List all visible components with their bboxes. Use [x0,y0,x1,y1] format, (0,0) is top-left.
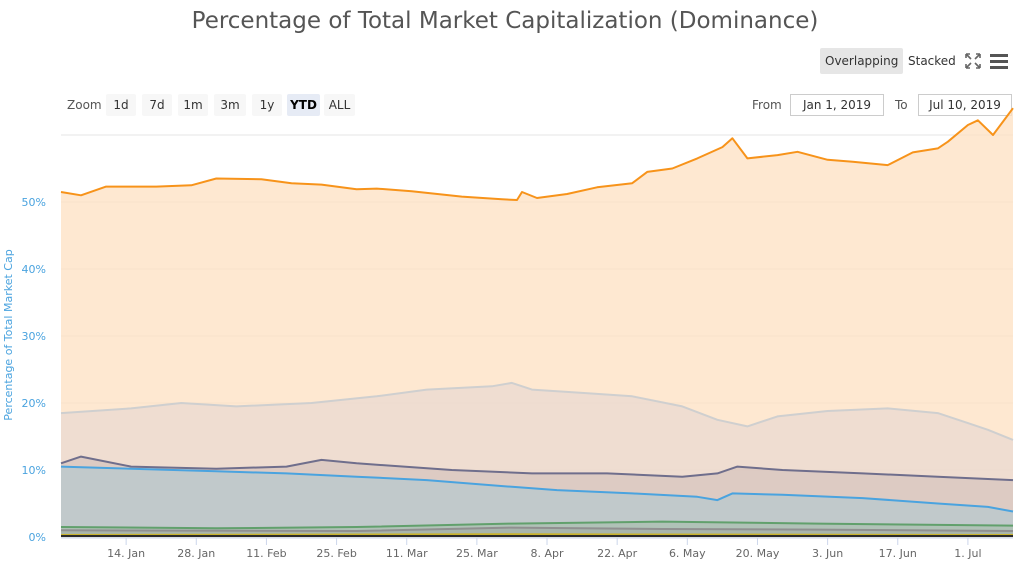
range-to-input[interactable]: Jul 10, 2019 [918,94,1012,116]
y-tick-label: 10% [22,464,46,477]
y-tick-label: 50% [22,196,46,209]
series-line-6 [60,533,1014,536]
series-line-4 [60,520,1014,530]
fullscreen-icon[interactable] [962,50,984,72]
y-tick-label: 20% [22,397,46,410]
x-tick-label: 11. Feb [246,547,286,560]
series-line-3 [60,465,1014,513]
x-tick-label: 20. May [736,547,780,560]
stacked-button[interactable]: Stacked [908,54,956,68]
chart-title: Percentage of Total Market Capitalizatio… [191,8,819,34]
x-tick-label: 6. May [669,547,706,560]
zoom-label: Zoom [67,98,102,112]
series-group [60,107,1014,537]
x-tick-label: 25. Feb [316,547,356,560]
x-tick-label: 1. Jul [954,547,981,560]
x-tick-label: 3. Jun [812,547,843,560]
zoom-1y-button[interactable]: 1y [252,94,282,116]
range-from-input[interactable]: Jan 1, 2019 [790,94,884,116]
menu-icon[interactable] [988,50,1010,72]
series-line-1 [60,381,1014,441]
zoom-3m-button[interactable]: 3m [214,94,246,116]
y-tick-label: 40% [22,263,46,276]
range-from-label: From [752,98,782,112]
axes-group: 0% 10% 20% 30% 40% 50% 14. Jan 28. Jan 11. Feb 25… [22,196,1013,560]
series-area-3 [61,466,1013,537]
zoom-1m-button[interactable]: 1m [178,94,208,116]
zoom-all-button[interactable]: ALL [324,94,355,116]
series-line-5 [60,526,1014,532]
zoom-1d-button[interactable]: 1d [106,94,136,116]
range-to-label: To [895,98,908,112]
y-axis-title: Percentage of Total Market Cap [2,249,15,420]
series-line-0 [60,107,1014,201]
x-tick-label: 25. Mar [456,547,498,560]
overlapping-button[interactable]: Overlapping [820,48,904,74]
x-tick-label: 14. Jan [107,547,145,560]
zoom-ytd-button[interactable]: YTD [287,94,320,116]
x-tick-label: 17. Jun [879,547,917,560]
x-tick-label: 8. Apr [531,547,564,560]
x-tick-label: 28. Jan [177,547,215,560]
series-line-2 [60,455,1014,482]
x-tick-label: 22. Apr [597,547,637,560]
y-tick-label: 30% [22,330,46,343]
zoom-7d-button[interactable]: 7d [142,94,172,116]
x-tick-label: 11. Mar [386,547,428,560]
y-tick-label: 0% [29,531,46,544]
